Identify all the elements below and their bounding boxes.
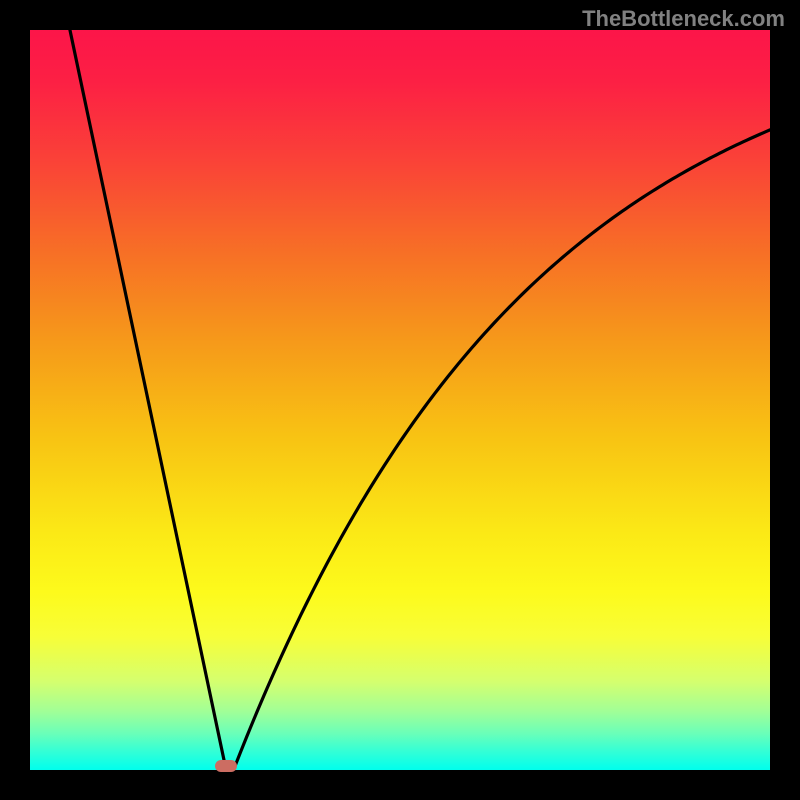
plot-area	[30, 30, 770, 770]
curve-svg	[30, 30, 770, 770]
attribution-text: TheBottleneck.com	[582, 6, 785, 32]
chart-root: { "attribution": { "text": "TheBottlenec…	[0, 0, 800, 800]
optimum-marker	[215, 760, 237, 772]
bottleneck-curve	[70, 30, 770, 770]
